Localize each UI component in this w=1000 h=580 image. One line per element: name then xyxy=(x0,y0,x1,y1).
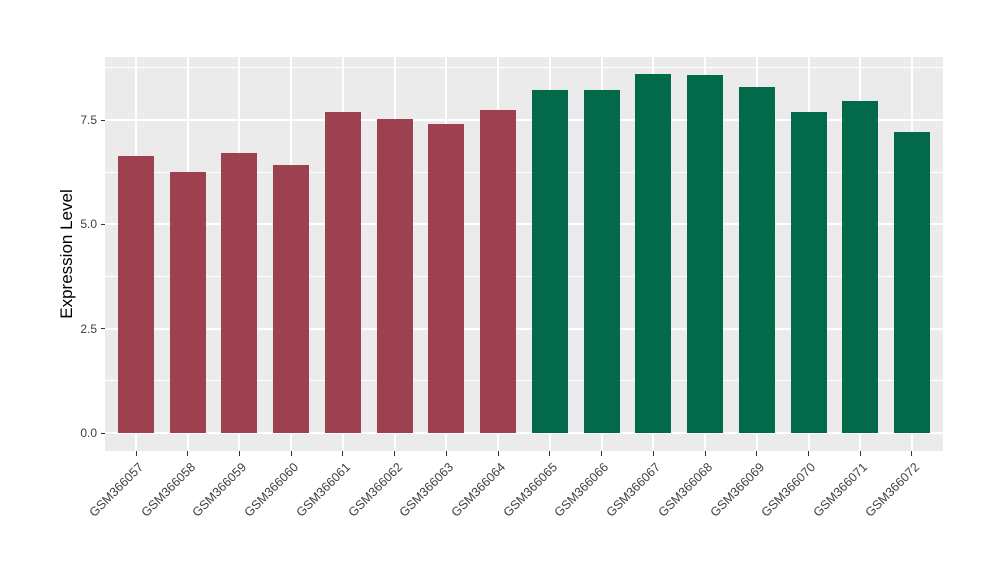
x-tick-mark xyxy=(652,451,654,456)
x-tick-mark xyxy=(911,451,913,456)
y-tick-mark xyxy=(100,223,105,225)
bar xyxy=(583,89,620,434)
x-tick-mark xyxy=(290,451,292,456)
y-tick-label: 0.0 xyxy=(80,426,97,441)
y-tick-label: 2.5 xyxy=(80,321,97,336)
x-tick-mark xyxy=(394,451,396,456)
x-tick-label: GSM366069 xyxy=(707,460,767,520)
x-tick-label: GSM366057 xyxy=(86,460,146,520)
gridline-horizontal-major xyxy=(105,223,943,226)
x-tick-label: GSM366061 xyxy=(293,460,353,520)
y-tick-label: 5.0 xyxy=(80,217,97,232)
x-tick-label: GSM366067 xyxy=(603,460,664,520)
x-tick-mark xyxy=(497,451,499,456)
bar xyxy=(118,155,155,434)
x-tick-mark xyxy=(342,451,344,456)
x-tick-mark xyxy=(238,451,240,456)
gridline-horizontal-minor xyxy=(105,67,943,69)
x-tick-mark xyxy=(859,451,861,456)
bar xyxy=(376,119,413,434)
bar xyxy=(635,74,672,434)
bar xyxy=(273,165,310,434)
x-tick-label: GSM366072 xyxy=(862,460,922,520)
y-axis-title: Expression Level xyxy=(57,189,76,319)
x-tick-label: GSM366066 xyxy=(552,460,612,520)
bar xyxy=(531,90,568,434)
y-tick-label: 7.5 xyxy=(80,113,97,128)
gridline-horizontal-major xyxy=(105,119,943,122)
x-tick-label: GSM366068 xyxy=(655,460,716,520)
gridline-horizontal-major xyxy=(105,327,943,330)
y-tick-mark xyxy=(100,432,105,434)
bar xyxy=(738,86,775,434)
gridline-horizontal-minor xyxy=(105,171,943,173)
x-tick-label: GSM366064 xyxy=(448,460,509,520)
gridline-horizontal-minor xyxy=(105,380,943,382)
x-tick-mark xyxy=(704,451,706,456)
x-tick-mark xyxy=(445,451,447,456)
x-tick-label: GSM366060 xyxy=(241,460,302,520)
bar xyxy=(480,110,517,434)
plot-panel xyxy=(105,57,943,451)
bar xyxy=(324,111,361,434)
bar xyxy=(169,172,206,434)
bar xyxy=(842,100,879,434)
bar xyxy=(221,153,258,434)
x-tick-mark xyxy=(187,451,189,456)
bar xyxy=(687,74,724,434)
x-tick-label: GSM366058 xyxy=(138,460,198,520)
x-tick-mark xyxy=(756,451,758,456)
x-tick-mark xyxy=(601,451,603,456)
x-tick-mark xyxy=(808,451,809,456)
x-tick-mark xyxy=(135,451,137,456)
x-tick-label: GSM366065 xyxy=(500,460,560,520)
bar xyxy=(428,124,465,434)
x-tick-label: GSM366063 xyxy=(396,460,457,520)
x-tick-label: GSM366062 xyxy=(345,460,405,520)
x-tick-label: GSM366059 xyxy=(189,460,250,520)
x-tick-mark xyxy=(549,451,551,456)
gridline-horizontal-major xyxy=(105,432,943,435)
gridline-horizontal-minor xyxy=(105,276,943,278)
y-tick-mark xyxy=(100,328,105,330)
x-tick-label: GSM366070 xyxy=(758,460,819,520)
x-tick-label: GSM366071 xyxy=(810,460,871,520)
bar xyxy=(790,111,827,434)
bar xyxy=(893,131,930,434)
y-tick-mark xyxy=(100,119,105,121)
